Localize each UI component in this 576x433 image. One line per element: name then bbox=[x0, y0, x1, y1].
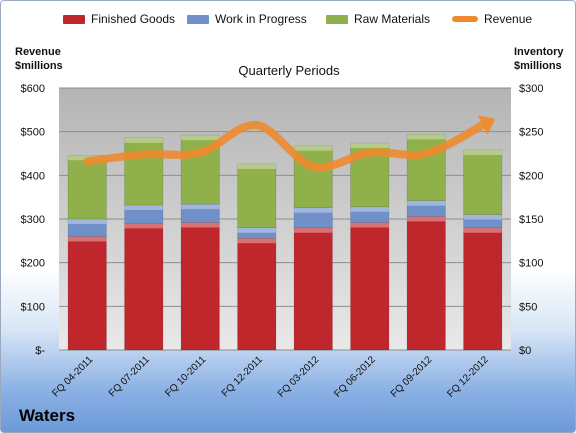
legend-item-revenue: Revenue bbox=[452, 9, 532, 29]
right-axis-title-line2: $millions bbox=[514, 60, 562, 72]
bar-highlight bbox=[463, 227, 502, 233]
legend-swatch-work-in-progress bbox=[187, 14, 209, 24]
left-tick-label: $300 bbox=[21, 214, 45, 226]
bar-highlight bbox=[294, 145, 333, 151]
right-tick-label: $200 bbox=[519, 170, 543, 182]
left-axis-title-line1: Revenue bbox=[15, 46, 61, 58]
company-name: Waters bbox=[19, 406, 76, 425]
bar-finished-goods bbox=[237, 237, 277, 351]
bar-finished-goods bbox=[293, 227, 333, 351]
bar-finished-goods bbox=[67, 236, 107, 351]
legend-label-raw-materials: Raw Materials bbox=[354, 12, 431, 26]
bar-highlight bbox=[463, 150, 502, 156]
category-label: FQ 04-2011 bbox=[50, 354, 95, 399]
left-tick-label: $200 bbox=[21, 258, 45, 270]
bar-finished-goods bbox=[124, 223, 164, 351]
category-label: FQ 09-2012 bbox=[389, 354, 435, 400]
category-label: FQ 03-2012 bbox=[276, 354, 322, 400]
bar-highlight bbox=[181, 204, 220, 210]
bar-highlight bbox=[68, 236, 107, 242]
left-tick-label: $400 bbox=[21, 170, 45, 182]
revenue-line bbox=[83, 121, 487, 172]
legend-swatch-raw-materials bbox=[326, 14, 348, 24]
left-tick-label: $100 bbox=[21, 301, 45, 313]
bar-highlight bbox=[68, 219, 107, 224]
bar-highlight bbox=[124, 137, 163, 143]
right-tick-label: $150 bbox=[519, 214, 543, 226]
legend-label-work-in-progress: Work in Progress bbox=[215, 12, 307, 26]
legend-item-finished-goods: Finished Goods bbox=[63, 9, 175, 29]
bar-highlight bbox=[350, 222, 389, 228]
bar-highlight bbox=[350, 143, 389, 149]
legend-item-raw-materials: Raw Materials bbox=[326, 9, 430, 29]
chart-subtitle: Quarterly Periods bbox=[238, 63, 340, 78]
bar-finished-goods bbox=[463, 227, 503, 351]
bar-raw-materials bbox=[293, 145, 333, 208]
bar-highlight bbox=[294, 227, 333, 233]
left-tick-label: $- bbox=[35, 345, 45, 357]
bar-highlight bbox=[181, 135, 220, 141]
category-label: FQ 06-2012 bbox=[332, 354, 378, 400]
bar-finished-goods bbox=[406, 216, 446, 351]
right-axis-title-line1: Inventory bbox=[514, 46, 564, 58]
right-tick-label: $100 bbox=[519, 258, 543, 270]
right-tick-label: $250 bbox=[519, 127, 543, 139]
left-axis-title: Revenue $millions bbox=[15, 45, 63, 73]
left-axis-title-line2: $millions bbox=[15, 60, 63, 72]
category-label: FQ 07-2011 bbox=[107, 354, 152, 399]
bar-finished-goods bbox=[180, 222, 220, 351]
category-label: FQ 12-2011 bbox=[220, 354, 265, 399]
bar-raw-materials bbox=[67, 154, 107, 220]
bar-highlight bbox=[237, 238, 276, 244]
right-tick-label: $300 bbox=[519, 83, 543, 95]
bar-raw-materials bbox=[124, 137, 164, 206]
left-tick-label: $500 bbox=[21, 127, 45, 139]
revenue-arrowhead bbox=[477, 115, 496, 135]
bar-highlight bbox=[463, 214, 502, 220]
bar-highlight bbox=[407, 216, 446, 222]
right-tick-label: $0 bbox=[519, 345, 531, 357]
bar-highlight bbox=[237, 163, 276, 169]
bar-highlight bbox=[407, 134, 446, 140]
legend: Finished Goods Work in Progress Raw Mate… bbox=[1, 9, 575, 35]
bar-highlight bbox=[124, 223, 163, 229]
legend-label-finished-goods: Finished Goods bbox=[91, 12, 176, 26]
bar-highlight bbox=[350, 206, 389, 212]
left-tick-label: $600 bbox=[21, 83, 45, 95]
legend-item-work-in-progress: Work in Progress bbox=[187, 9, 307, 29]
legend-swatch-revenue bbox=[452, 16, 478, 22]
bar-raw-materials bbox=[237, 163, 277, 229]
bar-highlight bbox=[407, 200, 446, 206]
legend-swatch-finished-goods bbox=[63, 14, 85, 24]
bar-highlight bbox=[181, 222, 220, 228]
bar-highlight bbox=[124, 205, 163, 211]
category-label: FQ 10-2011 bbox=[163, 354, 208, 399]
right-axis-title: Inventory $millions bbox=[514, 45, 564, 73]
bar-raw-materials bbox=[463, 149, 503, 215]
right-tick-label: $50 bbox=[519, 301, 537, 313]
bar-highlight bbox=[237, 227, 276, 233]
bar-highlight bbox=[294, 207, 333, 213]
category-label: FQ 12-2012 bbox=[445, 354, 491, 400]
bar-finished-goods bbox=[350, 222, 390, 351]
legend-label-revenue: Revenue bbox=[484, 12, 533, 26]
